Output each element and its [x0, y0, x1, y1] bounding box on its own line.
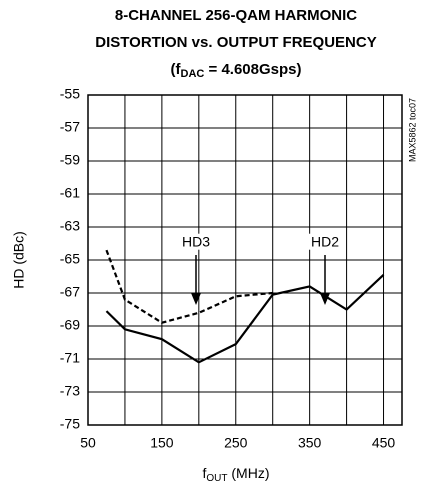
x-tick-label: 350: [298, 435, 322, 451]
y-tick-label: -63: [60, 218, 80, 234]
title-sub: DAC: [181, 68, 205, 80]
arrow-head: [320, 293, 330, 305]
y-tick-label: -61: [60, 185, 80, 201]
data-line: [105, 249, 273, 324]
y-tick-label: -67: [60, 284, 80, 300]
y-tick-label: -55: [60, 86, 80, 102]
label-bg: [179, 233, 213, 250]
y-tick-label: -57: [60, 119, 80, 135]
x-axis-label: fOUT (MHz): [203, 465, 270, 484]
chart-title: (fDAC = 4.608Gsps): [171, 61, 302, 80]
y-tick-label: -75: [60, 416, 80, 432]
x-tick-label: 250: [224, 435, 248, 451]
y-tick-label: -65: [60, 251, 80, 267]
data-line: [105, 274, 385, 364]
plot-frame: [87, 94, 403, 426]
y-tick-label: -69: [60, 317, 80, 333]
x-label-sub: OUT: [206, 473, 227, 484]
x-tick-label: 150: [150, 435, 174, 451]
arrow-head: [191, 293, 201, 305]
y-tick-label: -71: [60, 350, 80, 366]
y-tick-label: -73: [60, 383, 80, 399]
x-tick-label: 450: [372, 435, 396, 451]
chart-title: 8-CHANNEL 256-QAM HARMONIC: [115, 7, 357, 24]
x-tick-label: 50: [80, 435, 96, 451]
series-label: HD2: [311, 234, 339, 250]
series-label: HD3: [182, 234, 210, 250]
label-bg: [308, 233, 342, 250]
title-part: (f: [171, 61, 182, 78]
y-axis-label: HD (dBc): [11, 231, 27, 289]
chart-title: DISTORTION vs. OUTPUT FREQUENCY: [95, 34, 376, 51]
title-part: = 4.608Gsps): [204, 61, 301, 78]
x-label-part: (MHz): [228, 465, 270, 481]
side-note: MAX5862 toc07: [407, 98, 417, 162]
x-label-part: f: [203, 465, 207, 481]
y-tick-label: -59: [60, 152, 80, 168]
